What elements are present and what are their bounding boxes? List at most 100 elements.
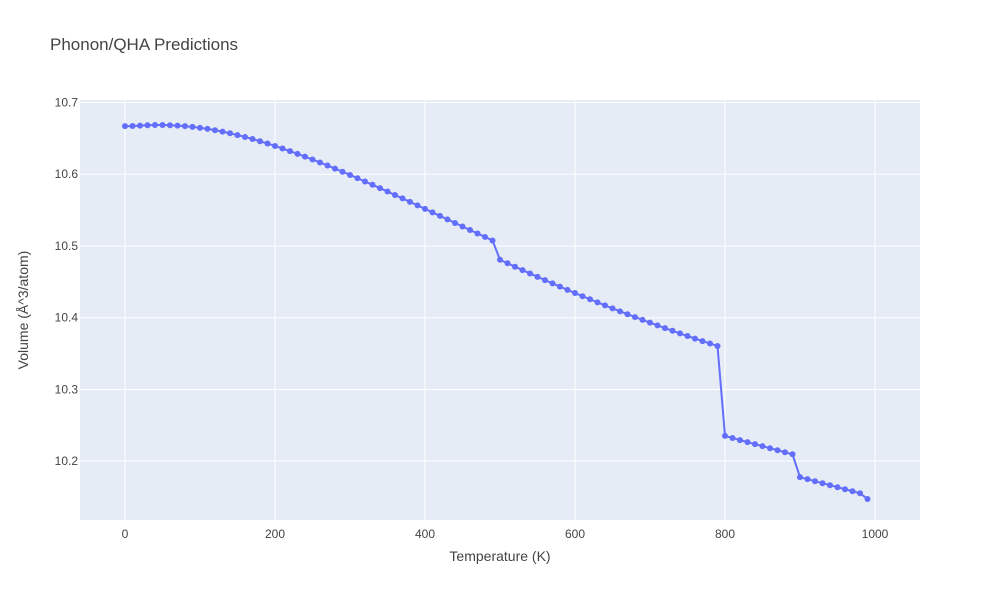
data-point: [272, 142, 278, 149]
data-point: [137, 122, 143, 129]
x-tick-label: 0: [122, 527, 129, 541]
data-point: [459, 223, 466, 230]
data-point: [692, 335, 698, 342]
data-point: [399, 195, 406, 202]
data-point: [332, 165, 338, 172]
data-point: [287, 148, 293, 155]
data-point: [729, 435, 736, 442]
data-point: [129, 123, 136, 130]
x-tick-label: 1000: [862, 527, 889, 541]
data-point: [542, 277, 548, 284]
data-point: [497, 256, 503, 263]
data-point: [624, 311, 631, 318]
data-point: [369, 181, 376, 188]
data-point: [654, 322, 661, 329]
data-point: [279, 145, 286, 152]
chart-title: Phonon/QHA Predictions: [50, 35, 238, 54]
data-point: [767, 445, 773, 452]
data-point: [797, 474, 803, 481]
y-gridlines: [80, 102, 920, 462]
data-point: [422, 205, 428, 212]
data-point: [714, 342, 721, 349]
data-point: [377, 185, 383, 192]
data-point: [579, 293, 586, 300]
data-point: [564, 286, 571, 293]
data-point: [182, 123, 188, 130]
data-point: [504, 260, 511, 267]
data-point: [857, 490, 863, 497]
data-point: [662, 325, 668, 332]
data-point: [549, 280, 556, 287]
data-point: [759, 443, 766, 450]
data-point: [482, 233, 488, 240]
data-point: [339, 168, 346, 175]
data-point: [744, 439, 751, 446]
data-point: [227, 130, 233, 137]
data-point: [534, 273, 541, 280]
data-point: [354, 175, 361, 182]
data-point: [467, 226, 473, 233]
data-point: [309, 156, 316, 163]
data-point: [392, 191, 398, 198]
data-point: [444, 216, 451, 223]
data-point: [242, 133, 248, 140]
data-point: [519, 267, 526, 274]
data-point: [264, 140, 271, 147]
data-point: [617, 308, 623, 315]
data-point: [152, 122, 158, 129]
data-point: [197, 124, 203, 131]
y-tick-label: 10.4: [55, 311, 79, 325]
data-point: [167, 122, 173, 129]
data-point: [737, 437, 743, 444]
x-tick-label: 200: [265, 527, 285, 541]
data-point: [722, 432, 728, 439]
x-tick-label: 800: [715, 527, 735, 541]
data-point: [474, 230, 481, 237]
data-point: [249, 136, 256, 143]
data-point: [512, 263, 518, 270]
data-point: [684, 333, 691, 340]
data-point: [437, 212, 443, 219]
data-point: [212, 127, 218, 134]
data-point: [414, 202, 421, 209]
data-point: [587, 296, 593, 303]
data-point: [834, 484, 841, 491]
data-point: [804, 476, 811, 483]
y-tick-label: 10.5: [55, 239, 79, 253]
data-point: [159, 122, 166, 129]
data-point: [782, 449, 788, 456]
data-point: [189, 123, 196, 130]
x-tick-labels: 0 200 400 600 800 1000: [122, 527, 889, 541]
data-point: [842, 486, 848, 493]
data-point: [557, 283, 563, 290]
data-point: [752, 441, 758, 448]
series-volume: [122, 122, 871, 502]
x-tick-label: 600: [565, 527, 585, 541]
data-point: [407, 198, 413, 205]
data-point: [609, 305, 616, 312]
y-tick-label: 10.6: [55, 167, 79, 181]
data-point: [429, 209, 436, 216]
y-tick-label: 10.3: [55, 382, 79, 396]
data-point: [632, 314, 638, 321]
y-axis-title: Volume (Å^3/atom): [15, 251, 31, 370]
data-point: [594, 299, 601, 306]
data-point: [302, 153, 308, 160]
data-point: [324, 162, 331, 169]
data-point: [572, 290, 578, 297]
data-point: [234, 132, 241, 139]
data-point: [669, 327, 676, 334]
data-point: [294, 150, 301, 157]
data-point: [707, 340, 713, 347]
data-point: [827, 482, 833, 489]
data-point: [347, 171, 353, 178]
data-point: [819, 480, 826, 487]
y-tick-label: 10.2: [55, 454, 79, 468]
data-point: [362, 178, 368, 185]
data-point: [602, 302, 608, 309]
data-point: [677, 330, 683, 337]
data-point: [219, 128, 226, 135]
data-point: [257, 138, 263, 145]
x-axis-title: Temperature (K): [449, 548, 550, 564]
